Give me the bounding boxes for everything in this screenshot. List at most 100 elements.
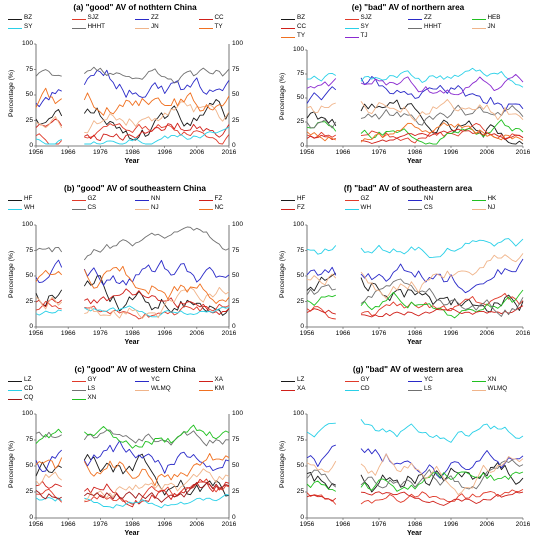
y-tick-label: 25: [296, 488, 304, 495]
x-tick-label: 2006: [479, 330, 495, 337]
series-line-xa: [306, 491, 524, 506]
y-axis-label: Percentage (%): [279, 72, 286, 120]
series-line-tj: [306, 73, 524, 96]
legend-swatch: [471, 18, 486, 20]
legend-swatch: [344, 208, 359, 210]
x-axis-label: Year: [407, 158, 422, 165]
x-tick-label: 1956: [28, 521, 44, 528]
legend-swatch: [281, 389, 295, 391]
legend-swatch: [344, 389, 359, 391]
legend-swatch: [71, 398, 86, 400]
legend-label: XN: [487, 376, 497, 383]
series-line-nn: [35, 259, 230, 286]
y-tick-label-right: 50: [232, 272, 240, 279]
x-tick-label: 1996: [443, 330, 459, 337]
series-line-ty: [35, 87, 230, 116]
legend-label: XN: [87, 394, 97, 401]
legend: HF GZ NN FZ WH CS NJ NC: [8, 195, 262, 214]
chart-title: (c) "good" AV of western China: [74, 365, 196, 374]
series-line-nc: [35, 265, 230, 304]
legend-label: WLMQ: [487, 385, 508, 392]
chart-panel-g: (g) "bad" AV of western area LZ GY YC XN XA CD…: [273, 362, 543, 550]
series-line-jn: [35, 101, 230, 134]
legend-label: WLMQ: [151, 385, 171, 392]
series-line-yc: [306, 444, 524, 479]
legend-label: SY: [24, 23, 33, 30]
legend-swatch: [198, 208, 213, 210]
legend-label: BZ: [24, 14, 33, 21]
y-tick-label: 50: [25, 462, 33, 469]
legend-swatch: [344, 18, 359, 20]
legend-label: NC: [214, 204, 224, 211]
legend-swatch: [135, 208, 149, 210]
legend-swatch: [471, 389, 486, 391]
legend-label: SJZ: [87, 14, 99, 21]
legend-swatch: [135, 18, 149, 20]
x-tick-label: 1996: [157, 521, 172, 528]
x-tick-label: 1976: [371, 330, 387, 337]
chart-panel-f: (f) "bad" AV of southeastern area HF GZ NN H…: [273, 181, 543, 361]
x-tick-label: 2016: [515, 149, 531, 156]
series-line-xn: [306, 471, 524, 492]
legend-swatch: [471, 27, 486, 29]
legend-swatch: [198, 18, 213, 20]
legend: HF GZ NN HK FZ WH CS NJ: [281, 195, 535, 214]
plot-area: [34, 224, 230, 329]
legend-label: FZ: [297, 204, 305, 211]
legend-label: JN: [487, 23, 496, 30]
y-tick-label-right: 50: [232, 91, 240, 98]
x-tick-label: 1976: [92, 521, 108, 528]
x-tick-label: 1966: [60, 149, 76, 156]
y-tick-label: 0: [300, 323, 304, 330]
legend-swatch: [198, 199, 213, 201]
chart-title: (b) "good" AV of southeastern China: [64, 184, 206, 193]
y-tick-label: 0: [29, 323, 33, 330]
series-line-yc: [35, 440, 230, 474]
x-tick-label: 1976: [371, 149, 387, 156]
y-tick-label-right: 0: [232, 514, 236, 521]
series-line-cc: [306, 128, 524, 144]
y-tick-label-right: 75: [232, 246, 240, 254]
x-tick-label: 1996: [157, 330, 172, 337]
legend-swatch: [8, 208, 22, 210]
series-line-zz: [306, 76, 524, 112]
y-tick-label: 50: [296, 272, 304, 279]
x-tick-label: 2006: [479, 149, 495, 156]
x-tick-label: 2006: [189, 330, 205, 337]
x-tick-label: 1966: [335, 330, 351, 337]
y-tick-label: 100: [21, 40, 33, 47]
series-line-wh: [306, 238, 524, 258]
y-tick-label: 75: [296, 436, 304, 443]
legend-label: SJZ: [360, 14, 372, 21]
y-axis-label: Percentage (%): [8, 69, 15, 117]
legend-label: CQ: [24, 394, 34, 401]
x-tick-label: 1996: [157, 149, 172, 156]
y-tick-label: 50: [296, 462, 304, 469]
legend: LZ GY YC XA CD LS WLMQ KM CQ XN: [8, 376, 262, 404]
legend-label: YC: [151, 376, 160, 383]
series-line-nj: [306, 253, 524, 299]
y-tick-label: 100: [292, 221, 304, 228]
legend-swatch: [281, 380, 295, 382]
series-line-hf: [306, 272, 524, 313]
legend-label: TY: [214, 23, 223, 30]
legend-label: GZ: [360, 195, 370, 202]
x-tick-label: 1986: [407, 330, 423, 337]
x-tick-label: 1996: [443, 521, 459, 528]
x-axis-label: Year: [124, 158, 140, 165]
plot-area: [305, 224, 524, 329]
y-tick-label: 100: [21, 221, 33, 228]
legend-label: CC: [214, 14, 224, 21]
y-tick-label-right: 0: [232, 142, 236, 149]
legend-label: BZ: [297, 14, 306, 21]
legend-swatch: [135, 199, 149, 201]
legend-swatch: [408, 389, 422, 391]
series-line-km: [35, 453, 230, 487]
y-tick-label: 50: [296, 94, 304, 101]
legend-label: HK: [487, 195, 497, 202]
legend-label: WH: [24, 204, 35, 211]
legend-swatch: [135, 380, 149, 382]
x-tick-label: 1976: [92, 149, 108, 156]
legend-label: CS: [424, 204, 433, 211]
y-tick-label: 0: [300, 142, 304, 149]
